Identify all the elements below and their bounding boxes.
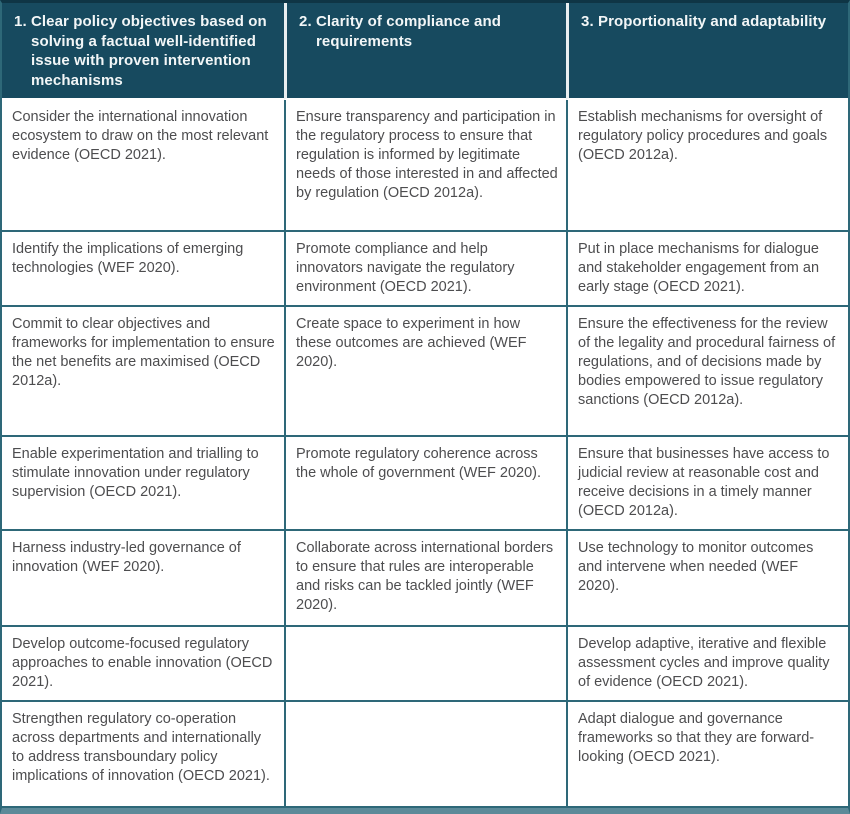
table-cell: Ensure that businesses have access to ju…	[566, 437, 848, 531]
column-header-label: 2. Clarity of compliance and requirement…	[299, 13, 502, 50]
table-cell: Use technology to monitor outcomes and i…	[566, 531, 848, 627]
cell-text: Create space to experiment in how these …	[296, 316, 527, 370]
cell-text: Use technology to monitor outcomes and i…	[578, 540, 814, 594]
table-cell: Create space to experiment in how these …	[284, 307, 566, 437]
table-row: Commit to clear objectives and framework…	[2, 307, 848, 437]
table-row: Enable experimentation and trialling to …	[2, 437, 848, 531]
table-cell: Promote compliance and help innovators n…	[284, 232, 566, 307]
cell-text: Adapt dialogue and governance frameworks…	[578, 711, 815, 765]
cell-text: Enable experimentation and trialling to …	[12, 446, 259, 500]
table-header-row: 1. Clear policy objectives based on solv…	[2, 3, 848, 100]
table-cell: Put in place mechanisms for dialogue and…	[566, 232, 848, 307]
cell-text: Commit to clear objectives and framework…	[12, 316, 275, 389]
cell-text: Strengthen regulatory co-operation acros…	[12, 711, 270, 784]
cell-text	[296, 635, 558, 690]
table-row: Strengthen regulatory co-operation acros…	[2, 702, 848, 808]
table-cell: Collaborate across international borders…	[284, 531, 566, 627]
table-cell-empty	[284, 702, 566, 808]
column-header-policy-objectives: 1. Clear policy objectives based on solv…	[2, 3, 284, 100]
cell-text: Ensure transparency and participation in…	[296, 109, 558, 201]
column-header-proportionality: 3. Proportionality and adaptability	[566, 3, 848, 100]
table-cell: Harness industry-led governance of innov…	[2, 531, 284, 627]
table-cell: Develop adaptive, iterative and flexible…	[566, 627, 848, 702]
table-cell: Ensure the effectiveness for the review …	[566, 307, 848, 437]
column-header-clarity-compliance: 2. Clarity of compliance and requirement…	[284, 3, 566, 100]
cell-text: Harness industry-led governance of innov…	[12, 540, 241, 575]
cell-text: Develop outcome-focused regulatory appro…	[12, 636, 273, 690]
table-row: Develop outcome-focused regulatory appro…	[2, 627, 848, 702]
cell-text: Consider the international innovation ec…	[12, 109, 269, 163]
table-cell: Strengthen regulatory co-operation acros…	[2, 702, 284, 808]
table-row: Consider the international innovation ec…	[2, 100, 848, 232]
cell-text: Put in place mechanisms for dialogue and…	[578, 241, 820, 295]
table-cell: Ensure transparency and participation in…	[284, 100, 566, 232]
cell-text: Ensure the effectiveness for the review …	[578, 316, 836, 408]
cell-text: Establish mechanisms for oversight of re…	[578, 109, 828, 163]
column-header-label: 3. Proportionality and adaptability	[581, 13, 827, 30]
table-cell: Commit to clear objectives and framework…	[2, 307, 284, 437]
cell-text: Collaborate across international borders…	[296, 540, 554, 613]
table-row: Harness industry-led governance of innov…	[2, 531, 848, 627]
table-body: Consider the international innovation ec…	[2, 100, 848, 808]
table-cell: Adapt dialogue and governance frameworks…	[566, 702, 848, 808]
table-cell: Consider the international innovation ec…	[2, 100, 284, 232]
column-header-label: 1. Clear policy objectives based on solv…	[14, 13, 267, 89]
table-cell: Develop outcome-focused regulatory appro…	[2, 627, 284, 702]
cell-text: Ensure that businesses have access to ju…	[578, 446, 830, 519]
table-cell: Enable experimentation and trialling to …	[2, 437, 284, 531]
cell-text	[296, 710, 558, 798]
table-cell-empty	[284, 627, 566, 702]
cell-text: Develop adaptive, iterative and flexible…	[578, 636, 830, 690]
table-cell: Promote regulatory coherence across the …	[284, 437, 566, 531]
table-cell: Establish mechanisms for oversight of re…	[566, 100, 848, 232]
cell-text: Identify the implications of emerging te…	[12, 241, 244, 276]
table-cell: Identify the implications of emerging te…	[2, 232, 284, 307]
cell-text: Promote regulatory coherence across the …	[296, 446, 542, 481]
cell-text: Promote compliance and help innovators n…	[296, 241, 515, 295]
table-row: Identify the implications of emerging te…	[2, 232, 848, 307]
